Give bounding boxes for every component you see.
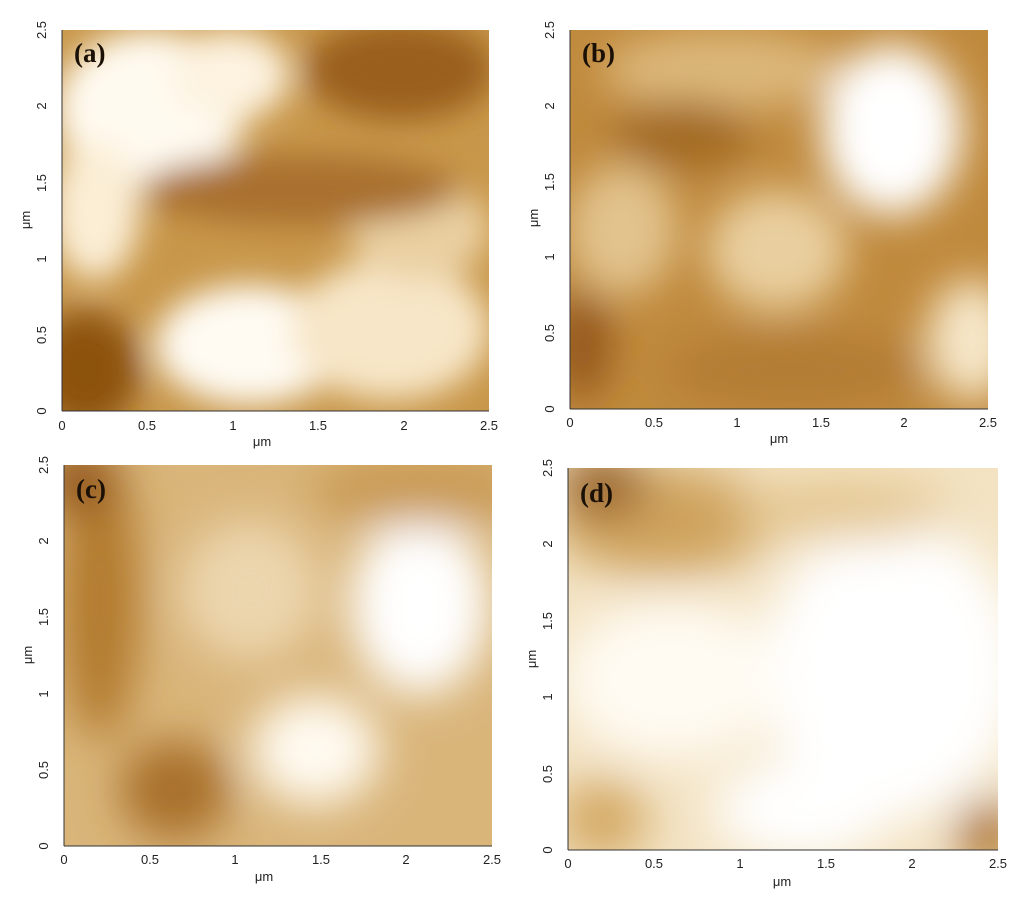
y-axis-label: μm: [18, 211, 33, 229]
y-tick-label: 0.5: [542, 324, 557, 342]
y-tick-label: 1: [34, 255, 49, 262]
panel-label-c: (c): [76, 474, 106, 504]
y-tick-label: 0: [540, 846, 555, 853]
afm-height-map-d: [568, 468, 998, 850]
x-tick-label: 2: [400, 418, 407, 433]
x-tick-label: 2: [402, 852, 409, 867]
x-tick-label: 0.5: [645, 415, 663, 430]
x-axis-d: 0 0.5 1 1.5 2 2.5 μm: [564, 849, 1007, 889]
x-tick-label: 0: [58, 418, 65, 433]
y-axis-label: μm: [524, 650, 539, 668]
x-tick-label: 0.5: [645, 856, 663, 871]
x-tick-label: 2.5: [989, 856, 1007, 871]
afm-height-map-c: [64, 465, 492, 846]
panel-label-b: (b): [582, 38, 615, 68]
x-tick-label: 2.5: [483, 852, 501, 867]
y-axis-d: 0 0.5 1 1.5 2 2.5 μm: [524, 459, 569, 854]
afm-height-map-a: [62, 30, 489, 411]
y-tick-label: 2.5: [542, 21, 557, 39]
x-tick-label: 0.5: [138, 418, 156, 433]
x-tick-label: 1.5: [312, 852, 330, 867]
y-tick-label: 1: [36, 690, 51, 697]
y-axis-c: 0 0.5 1 1.5 2 2.5 μm: [20, 456, 65, 850]
x-tick-label: 2: [908, 856, 915, 871]
y-tick-label: 1: [540, 693, 555, 700]
x-tick-label: 2.5: [480, 418, 498, 433]
y-tick-label: 2: [34, 102, 49, 109]
x-axis-label: μm: [770, 431, 788, 446]
afm-height-map-b: [570, 30, 988, 409]
x-tick-label: 0: [566, 415, 573, 430]
x-axis-label: μm: [255, 869, 273, 884]
afm-panel-a: 0 0.5 1 1.5 2 2.5 μm 0 0.5 1 1.5 2 2.5 μ…: [0, 0, 512, 450]
afm-plot-b: 0 0.5 1 1.5 2 2.5 μm 0 0.5 1 1.5 2 2.5 μ…: [526, 21, 997, 446]
x-tick-label: 1: [733, 415, 740, 430]
x-tick-label: 1.5: [309, 418, 327, 433]
y-axis-b: 0 0.5 1 1.5 2 2.5 μm: [526, 21, 571, 413]
y-axis-label: μm: [526, 209, 541, 227]
x-axis-label: μm: [773, 874, 791, 889]
y-tick-label: 1.5: [542, 173, 557, 191]
x-axis-c: 0 0.5 1 1.5 2 2.5 μm: [60, 845, 501, 884]
x-axis-label: μm: [253, 434, 271, 449]
x-axis-b: 0 0.5 1 1.5 2 2.5 μm: [566, 408, 997, 446]
x-tick-label: 2: [900, 415, 907, 430]
y-tick-label: 1.5: [34, 174, 49, 192]
x-tick-label: 0.5: [141, 852, 159, 867]
x-tick-label: 1.5: [817, 856, 835, 871]
x-tick-label: 1: [231, 852, 238, 867]
y-tick-label: 2: [542, 102, 557, 109]
afm-plot-a: 0 0.5 1 1.5 2 2.5 μm 0 0.5 1 1.5 2 2.5 μ…: [18, 21, 498, 449]
y-tick-label: 0.5: [540, 765, 555, 783]
afm-plot-d: 0 0.5 1 1.5 2 2.5 μm 0 0.5 1 1.5 2 2.5 μ…: [524, 459, 1007, 889]
x-tick-label: 2.5: [979, 415, 997, 430]
y-tick-label: 2: [36, 537, 51, 544]
x-tick-label: 1: [229, 418, 236, 433]
x-tick-label: 0: [564, 856, 571, 871]
x-tick-label: 1: [736, 856, 743, 871]
y-tick-label: 0.5: [36, 761, 51, 779]
y-tick-label: 1.5: [540, 612, 555, 630]
x-axis-a: 0 0.5 1 1.5 2 2.5 μm: [58, 410, 498, 449]
afm-panel-d: 0 0.5 1 1.5 2 2.5 μm 0 0.5 1 1.5 2 2.5 μ…: [512, 450, 1024, 900]
y-axis-label: μm: [20, 646, 35, 664]
y-tick-label: 1: [542, 253, 557, 260]
afm-panel-b: 0 0.5 1 1.5 2 2.5 μm 0 0.5 1 1.5 2 2.5 μ…: [512, 0, 1024, 450]
y-tick-label: 2.5: [540, 459, 555, 477]
y-tick-label: 0: [542, 405, 557, 412]
x-tick-label: 1.5: [812, 415, 830, 430]
y-tick-label: 2: [540, 540, 555, 547]
y-axis-a: 0 0.5 1 1.5 2 2.5 μm: [18, 21, 63, 415]
y-tick-label: 2.5: [36, 456, 51, 474]
y-tick-label: 1.5: [36, 608, 51, 626]
y-tick-label: 0: [34, 407, 49, 414]
y-tick-label: 0.5: [34, 326, 49, 344]
y-tick-label: 0: [36, 842, 51, 849]
panel-label-a: (a): [74, 38, 106, 68]
afm-plot-c: 0 0.5 1 1.5 2 2.5 μm 0 0.5 1 1.5 2 2.5 μ…: [20, 456, 501, 884]
x-tick-label: 0: [60, 852, 67, 867]
afm-panel-c: 0 0.5 1 1.5 2 2.5 μm 0 0.5 1 1.5 2 2.5 μ…: [0, 450, 512, 900]
panel-label-d: (d): [580, 478, 613, 508]
y-tick-label: 2.5: [34, 21, 49, 39]
